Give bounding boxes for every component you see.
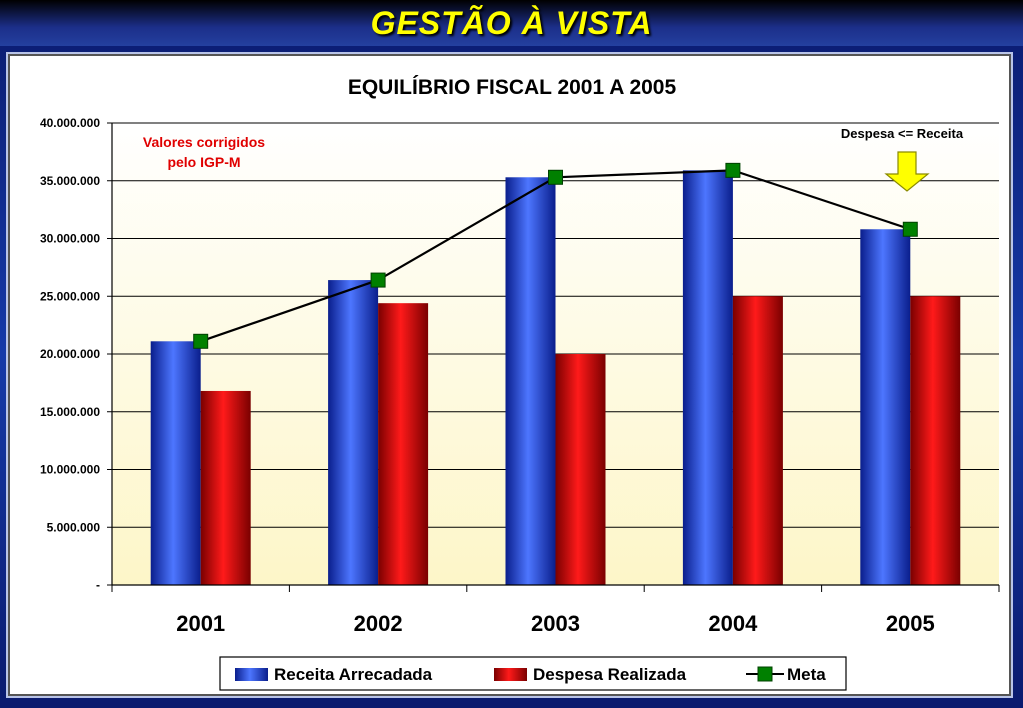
- bar-despesa-realizada: [910, 296, 961, 585]
- bar-despesa-realizada: [378, 303, 429, 585]
- bar-line-chart: EQUILÍBRIO FISCAL 2001 A 2005 - 5.000.000…: [40, 76, 1000, 691]
- y-tick-label: 15.000.000: [40, 405, 100, 419]
- legend-marker-meta: [757, 666, 773, 682]
- y-tick-label: 5.000.000: [47, 520, 101, 534]
- meta-marker: [548, 169, 563, 185]
- meta-marker: [725, 162, 741, 178]
- y-tick-label: 40.000.000: [40, 116, 100, 130]
- bar-receita-arrecadada: [328, 280, 379, 585]
- slide-title: GESTÃO À VISTA: [0, 0, 1023, 46]
- legend-label-receita: Receita Arrecadada: [274, 665, 433, 684]
- legend: Receita Arrecadada Despesa Realizada Met…: [219, 656, 847, 691]
- axes: [111, 123, 1000, 592]
- x-axis-labels: 2001 2002 2003 2004 2005: [176, 611, 935, 636]
- bars: [150, 170, 961, 585]
- legend-swatch-receita: [235, 668, 268, 681]
- x-tick-label: 2005: [886, 611, 935, 636]
- y-tick-label: -: [96, 578, 100, 592]
- meta-line: [193, 162, 918, 349]
- bar-receita-arrecadada: [505, 177, 556, 585]
- y-tick-label: 20.000.000: [40, 347, 100, 361]
- bar-receita-arrecadada: [150, 341, 201, 585]
- bar-receita-arrecadada: [860, 229, 911, 585]
- note-line-2: pelo IGP-M: [167, 154, 240, 170]
- note-line-1: Valores corrigidos: [143, 134, 265, 150]
- legend-label-despesa: Despesa Realizada: [533, 665, 687, 684]
- bar-despesa-realizada: [555, 354, 606, 585]
- y-tick-label: 10.000.000: [40, 463, 100, 477]
- x-tick-label: 2003: [531, 611, 580, 636]
- x-tick-label: 2001: [176, 611, 225, 636]
- bar-despesa-realizada: [732, 296, 783, 585]
- y-tick-label: 30.000.000: [40, 232, 100, 246]
- legend-swatch-despesa: [494, 668, 527, 681]
- y-tick-label: 35.000.000: [40, 174, 100, 188]
- y-tick-label: 25.000.000: [40, 289, 100, 303]
- legend-box: [219, 656, 847, 691]
- legend-label-meta: Meta: [787, 665, 826, 684]
- x-tick-label: 2002: [354, 611, 403, 636]
- callout-text: Despesa <= Receita: [841, 126, 964, 141]
- bar-receita-arrecadada: [682, 170, 733, 585]
- meta-marker: [193, 333, 209, 349]
- chart-frame: EQUILÍBRIO FISCAL 2001 A 2005 - 5.000.000…: [8, 54, 1011, 696]
- bar-despesa-realizada: [200, 390, 251, 585]
- chart-title: EQUILÍBRIO FISCAL 2001 A 2005: [348, 76, 677, 99]
- x-tick-label: 2004: [708, 611, 758, 636]
- meta-marker: [370, 272, 386, 288]
- down-arrow-icon: [884, 151, 930, 192]
- y-axis-labels: - 5.000.000 10.000.000 15.000.000 20.000.000…: [40, 116, 100, 592]
- meta-marker: [902, 221, 918, 237]
